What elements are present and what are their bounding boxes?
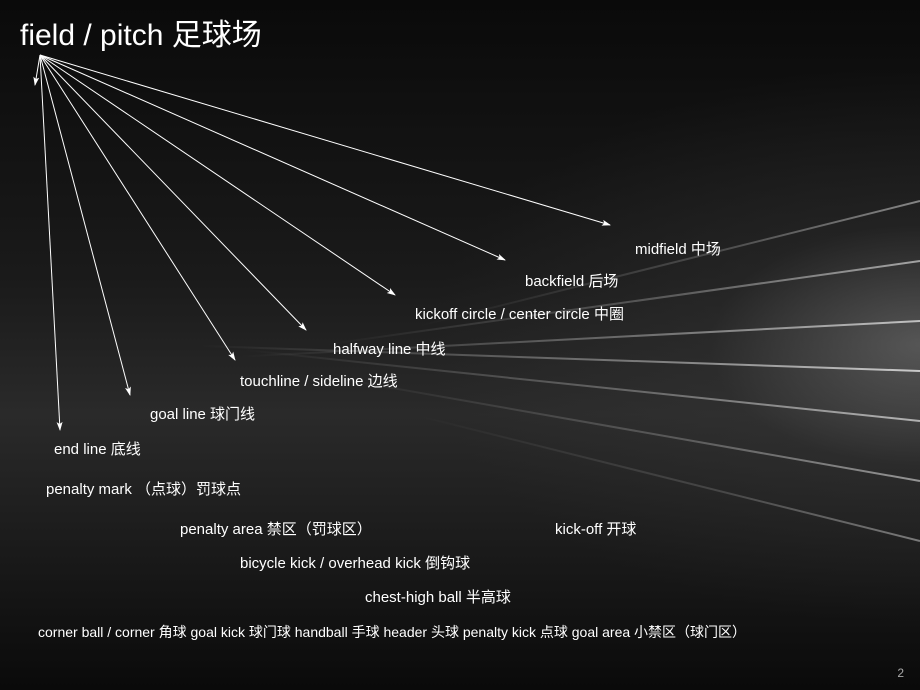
term-label: chest-high ball 半高球 — [365, 586, 511, 607]
term-label: touchline / sideline 边线 — [240, 370, 398, 391]
term-label: corner ball / corner 角球 goal kick 球门球 ha… — [38, 622, 746, 642]
term-label: penalty area 禁区（罚球区） — [180, 518, 372, 539]
page-title: field / pitch 足球场 — [20, 10, 262, 54]
term-label: kickoff circle / center circle 中圈 — [415, 303, 624, 324]
term-label: goal line 球门线 — [150, 403, 255, 424]
page-number: 2 — [897, 666, 904, 680]
term-label: penalty mark （点球）罚球点 — [46, 478, 241, 499]
term-label: halfway line 中线 — [333, 338, 446, 359]
term-label: end line 底线 — [54, 438, 141, 459]
term-label: bicycle kick / overhead kick 倒钩球 — [240, 552, 470, 573]
term-label: kick-off 开球 — [555, 518, 636, 539]
term-label: midfield 中场 — [635, 238, 721, 259]
term-label: backfield 后场 — [525, 270, 618, 291]
